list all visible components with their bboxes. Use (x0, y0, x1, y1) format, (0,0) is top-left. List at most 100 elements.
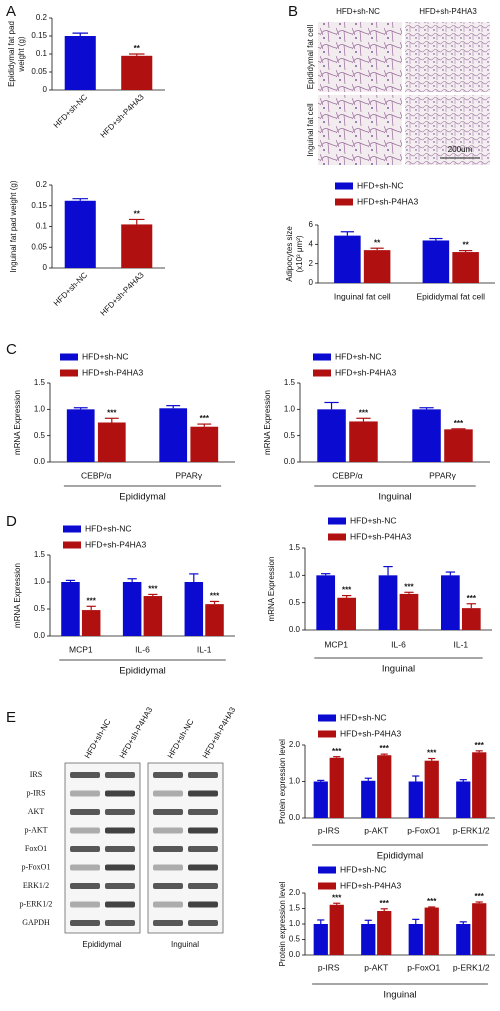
x-tick-label: p-FoxO1 (407, 825, 440, 835)
y-tick-label: 0.0 (289, 950, 301, 959)
bar (363, 250, 391, 283)
bar (424, 907, 439, 955)
group-label: Epididymal (119, 492, 165, 503)
legend-label: HFD+sh-NC (85, 523, 132, 533)
blot-band (70, 846, 100, 852)
significance-label: ** (463, 241, 470, 250)
y-tick-label: 0.5 (34, 431, 46, 440)
blot-band (70, 864, 100, 871)
bar (361, 924, 376, 955)
y-tick-label: 1.0 (289, 777, 301, 786)
blot-band (188, 920, 218, 926)
y-tick-label: 0.1 (36, 49, 48, 58)
blot-band (105, 790, 135, 797)
y-tick-label: 1.0 (34, 577, 46, 586)
scale-bar-label: 200um (448, 145, 473, 154)
legend-swatch (60, 353, 78, 361)
x-tick-label: p-IRS (318, 962, 340, 972)
legend-swatch (318, 730, 336, 738)
bar (472, 903, 487, 955)
legend-swatch (328, 517, 346, 525)
blot-row-label: p-FoxO1 (22, 862, 51, 871)
histology-image (405, 95, 490, 165)
bar (456, 781, 471, 818)
y-tick-label: 0.5 (34, 604, 46, 613)
bar (472, 752, 487, 818)
bar (159, 408, 188, 462)
blot-row-label: p-AKT (24, 825, 47, 834)
legend-swatch (335, 198, 353, 206)
y-axis-label: Epididymal fat pad (7, 21, 16, 87)
x-tick-label: HFD+sh-P4HA3 (99, 92, 146, 139)
panel-label: D (6, 513, 17, 530)
blot-row-label: IRS (30, 770, 42, 779)
bar (313, 781, 328, 818)
y-tick-label: 0.0 (289, 625, 301, 634)
y-tick-label: 0 (43, 263, 48, 272)
blot-band (188, 790, 218, 797)
blot-band (153, 846, 183, 852)
y-axis-label: weight (g) (17, 36, 26, 72)
x-tick-label: Epididymal fat cell (416, 291, 485, 301)
x-tick-label: p-FoxO1 (407, 962, 440, 972)
blot-band (188, 864, 218, 871)
y-tick-label: 1.5 (289, 904, 301, 913)
x-tick-label: MCP1 (324, 639, 348, 649)
bar (452, 252, 479, 283)
blot-band (105, 883, 135, 889)
legend-label: HFD+sh-NC (350, 515, 397, 525)
blot-tissue: Epididymal (82, 940, 121, 949)
legend-swatch (60, 369, 78, 377)
y-tick-label: 2 (309, 259, 314, 268)
blot-band (105, 920, 135, 926)
x-tick-label: MCP1 (69, 644, 93, 654)
legend-label: HFD+sh-P4HA3 (85, 539, 146, 549)
legend-label: HFD+sh-P4HA3 (340, 728, 401, 738)
y-tick-label: 0.15 (31, 31, 47, 40)
y-axis-label: mRNA Expression (267, 557, 276, 622)
blot-band (70, 790, 100, 797)
significance-label: *** (427, 897, 437, 906)
group-label: Inguinal (382, 664, 415, 675)
y-tick-label: 0.0 (289, 813, 301, 822)
blot-band (153, 772, 183, 778)
y-tick-label: 1.5 (34, 550, 46, 559)
bar (66, 409, 95, 462)
x-tick-label: HFD+sh-NC (52, 92, 89, 129)
legend-swatch (318, 882, 336, 890)
x-tick-label: HFD+sh-P4HA3 (99, 270, 146, 317)
y-tick-label: 0.5 (284, 431, 296, 440)
bar (441, 575, 460, 630)
blot-band (188, 809, 218, 815)
y-tick-label: 0.0 (34, 457, 46, 466)
bar (121, 224, 153, 268)
bar (378, 575, 398, 630)
significance-label: ** (134, 44, 141, 53)
y-axis-label: Inguinal fat pad weight (g) (9, 180, 18, 272)
blot-row-label: p-IRS (26, 788, 45, 797)
y-tick-label: 2.0 (289, 740, 301, 749)
y-tick-label: 0.0 (284, 457, 296, 466)
bar (205, 604, 224, 636)
blot-band (105, 901, 135, 908)
blot-band (153, 790, 183, 797)
blot-band (153, 883, 183, 889)
legend-label: HFD+sh-NC (340, 864, 387, 874)
blot-band (153, 864, 183, 871)
y-axis-label: Protein expression level (278, 739, 287, 824)
x-tick-label: p-ERK1/2 (453, 962, 490, 972)
group-label: Epididymal (119, 666, 165, 677)
y-tick-label: 0.2 (36, 13, 48, 22)
y-tick-label: 1.0 (34, 404, 46, 413)
significance-label: *** (475, 892, 485, 901)
blot-band (188, 883, 218, 889)
y-tick-label: 1.0 (289, 570, 301, 579)
y-tick-label: 1.0 (284, 404, 296, 413)
histology-image (318, 22, 402, 92)
y-axis-label: (x10³ μm²) (295, 235, 304, 272)
bar (377, 755, 392, 818)
significance-label: *** (380, 899, 390, 908)
blot-band (70, 901, 100, 908)
y-axis-label: Protein expression level (278, 881, 287, 966)
